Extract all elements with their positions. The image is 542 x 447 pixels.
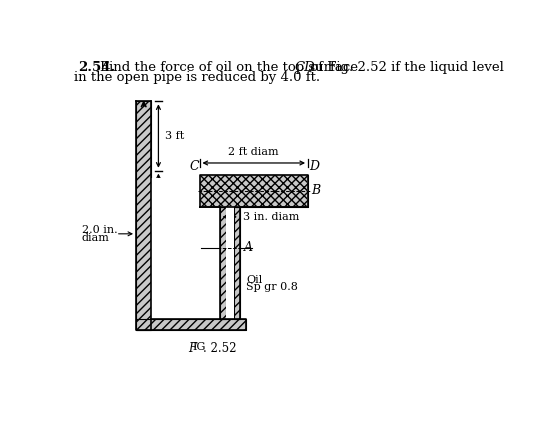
- Text: A: A: [202, 241, 211, 254]
- Text: 2.54.: 2.54.: [79, 61, 116, 74]
- Text: F: F: [188, 342, 196, 355]
- Text: Oil: Oil: [246, 274, 262, 285]
- Bar: [226, 207, 234, 319]
- Bar: [199, 174, 308, 207]
- Text: B: B: [188, 184, 196, 197]
- Text: 1 ft: 1 ft: [165, 179, 184, 189]
- Text: Sp gr 0.8: Sp gr 0.8: [246, 283, 298, 292]
- Text: Find the force of oil on the top surface: Find the force of oil on the top surface: [100, 61, 363, 74]
- Text: IG: IG: [192, 342, 206, 352]
- Text: 3 ft: 3 ft: [165, 131, 184, 141]
- Text: 2 ft diam: 2 ft diam: [228, 147, 279, 157]
- Text: CD: CD: [295, 61, 315, 74]
- Text: C: C: [190, 160, 199, 173]
- Text: A: A: [244, 241, 254, 254]
- Bar: [220, 207, 226, 319]
- Bar: [201, 175, 307, 206]
- Text: of Fig. 2.52 if the liquid level: of Fig. 2.52 if the liquid level: [306, 61, 504, 74]
- Bar: [151, 178, 220, 319]
- Text: D: D: [309, 160, 320, 173]
- Bar: [136, 319, 246, 330]
- Text: in the open pipe is reduced by 4.0 ft.: in the open pipe is reduced by 4.0 ft.: [74, 72, 320, 84]
- Text: 3 in. diam: 3 in. diam: [243, 212, 299, 222]
- Bar: [234, 207, 240, 319]
- Bar: [136, 101, 151, 330]
- Text: . 2.52: . 2.52: [203, 342, 237, 355]
- Text: B: B: [311, 184, 320, 197]
- Text: diam: diam: [82, 233, 109, 244]
- Text: 2.0 in.: 2.0 in.: [82, 225, 117, 235]
- Text: 4 ft: 4 ft: [165, 253, 184, 263]
